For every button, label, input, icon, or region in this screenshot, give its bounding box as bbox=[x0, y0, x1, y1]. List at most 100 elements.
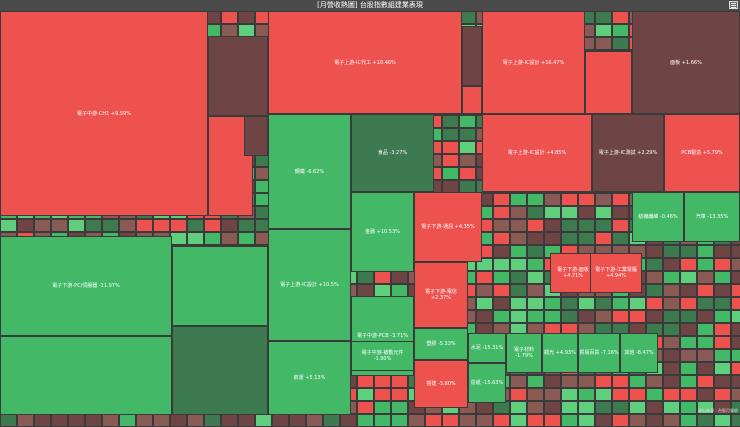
sub-tile[interactable] bbox=[561, 297, 578, 310]
treemap-tile[interactable]: 塑膠 -5.33% bbox=[414, 328, 468, 360]
sub-tile[interactable] bbox=[663, 362, 680, 375]
sub-tile[interactable] bbox=[357, 388, 374, 401]
sub-tile[interactable] bbox=[493, 193, 510, 206]
sub-tile[interactable] bbox=[714, 375, 731, 388]
sub-tile[interactable] bbox=[102, 414, 119, 427]
treemap-tile[interactable]: 營建 -3.80% bbox=[414, 360, 468, 408]
sub-tile[interactable] bbox=[714, 336, 731, 349]
sub-tile[interactable] bbox=[255, 414, 272, 427]
sub-tile[interactable] bbox=[646, 258, 663, 271]
sub-tile[interactable] bbox=[459, 167, 476, 180]
sub-tile[interactable] bbox=[442, 141, 459, 154]
sub-tile[interactable] bbox=[510, 258, 527, 271]
sub-tile[interactable] bbox=[493, 297, 510, 310]
sub-tile[interactable] bbox=[629, 414, 646, 427]
sub-tile[interactable] bbox=[544, 310, 561, 323]
sub-tile[interactable] bbox=[238, 11, 255, 24]
sub-tile[interactable] bbox=[595, 310, 612, 323]
sub-tile[interactable] bbox=[442, 128, 459, 141]
sub-tile[interactable] bbox=[208, 116, 253, 216]
sub-tile[interactable] bbox=[731, 349, 740, 362]
sub-tile[interactable] bbox=[714, 349, 731, 362]
sub-tile[interactable] bbox=[680, 245, 697, 258]
sub-tile[interactable] bbox=[697, 271, 714, 284]
sub-tile[interactable] bbox=[612, 388, 629, 401]
sub-tile[interactable] bbox=[663, 388, 680, 401]
sub-tile[interactable] bbox=[510, 310, 527, 323]
sub-tile[interactable] bbox=[476, 310, 493, 323]
sub-tile[interactable] bbox=[544, 193, 561, 206]
sub-tile[interactable] bbox=[17, 219, 34, 232]
sub-tile[interactable] bbox=[493, 206, 510, 219]
sub-tile[interactable] bbox=[459, 115, 476, 128]
sub-tile[interactable] bbox=[527, 375, 544, 388]
sub-tile[interactable] bbox=[612, 24, 629, 37]
sub-tile[interactable] bbox=[68, 414, 85, 427]
treemap-tile[interactable]: 電子材料 -1.79% bbox=[506, 333, 542, 373]
sub-tile[interactable] bbox=[374, 414, 391, 427]
sub-tile[interactable] bbox=[493, 258, 510, 271]
sub-tile[interactable] bbox=[289, 414, 306, 427]
sub-tile[interactable] bbox=[561, 232, 578, 245]
sub-tile[interactable] bbox=[680, 349, 697, 362]
sub-tile[interactable] bbox=[585, 51, 632, 114]
sub-tile[interactable] bbox=[340, 414, 357, 427]
sub-tile[interactable] bbox=[527, 297, 544, 310]
sub-tile[interactable] bbox=[595, 24, 612, 37]
sub-tile[interactable] bbox=[510, 206, 527, 219]
sub-tile[interactable] bbox=[136, 414, 153, 427]
sub-tile[interactable] bbox=[680, 323, 697, 336]
treemap-tile[interactable]: 金融 +10.53% bbox=[351, 192, 414, 272]
sub-tile[interactable] bbox=[85, 219, 102, 232]
sub-tile[interactable] bbox=[595, 11, 612, 24]
sub-tile[interactable] bbox=[244, 116, 268, 156]
sub-tile[interactable] bbox=[172, 246, 268, 326]
treemap-tile[interactable]: 造紙 -15.63% bbox=[468, 363, 506, 403]
sub-tile[interactable] bbox=[612, 414, 629, 427]
sub-tile[interactable] bbox=[0, 336, 172, 415]
sub-tile[interactable] bbox=[527, 310, 544, 323]
sub-tile[interactable] bbox=[731, 245, 740, 258]
sub-tile[interactable] bbox=[731, 388, 740, 401]
sub-tile[interactable] bbox=[187, 219, 204, 232]
sub-tile[interactable] bbox=[425, 414, 442, 427]
treemap-tile[interactable]: 貿易百貨 -7.16% bbox=[578, 333, 620, 373]
sub-tile[interactable] bbox=[462, 86, 482, 114]
sub-tile[interactable] bbox=[612, 206, 629, 219]
sub-tile[interactable] bbox=[510, 297, 527, 310]
sub-tile[interactable] bbox=[391, 375, 408, 388]
sub-tile[interactable] bbox=[578, 310, 595, 323]
sub-tile[interactable] bbox=[612, 401, 629, 414]
sub-tile[interactable] bbox=[629, 401, 646, 414]
sub-tile[interactable] bbox=[595, 414, 612, 427]
sub-tile[interactable] bbox=[595, 388, 612, 401]
sub-tile[interactable] bbox=[578, 388, 595, 401]
sub-tile[interactable] bbox=[714, 245, 731, 258]
sub-tile[interactable] bbox=[663, 245, 680, 258]
sub-tile[interactable] bbox=[544, 206, 561, 219]
sub-tile[interactable] bbox=[357, 271, 374, 284]
sub-tile[interactable] bbox=[357, 375, 374, 388]
sub-tile[interactable] bbox=[731, 297, 740, 310]
sub-tile[interactable] bbox=[391, 414, 408, 427]
sub-tile[interactable] bbox=[136, 219, 153, 232]
sub-tile[interactable] bbox=[697, 414, 714, 427]
sub-tile[interactable] bbox=[646, 297, 663, 310]
sub-tile[interactable] bbox=[0, 414, 17, 427]
sub-tile[interactable] bbox=[208, 36, 268, 116]
treemap-tile[interactable]: 電子上游-IC測試 +2.29% bbox=[592, 114, 664, 192]
sub-tile[interactable] bbox=[714, 310, 731, 323]
sub-tile[interactable] bbox=[527, 245, 544, 258]
sub-tile[interactable] bbox=[697, 362, 714, 375]
sub-tile[interactable] bbox=[391, 271, 408, 284]
sub-tile[interactable] bbox=[595, 401, 612, 414]
sub-tile[interactable] bbox=[510, 388, 527, 401]
sub-tile[interactable] bbox=[221, 11, 238, 24]
sub-tile[interactable] bbox=[561, 401, 578, 414]
sub-tile[interactable] bbox=[493, 310, 510, 323]
sub-tile[interactable] bbox=[442, 154, 459, 167]
sub-tile[interactable] bbox=[612, 219, 629, 232]
treemap-tile[interactable]: 電子中游-被動元件 -1.90% bbox=[351, 341, 414, 371]
sub-tile[interactable] bbox=[731, 375, 740, 388]
sub-tile[interactable] bbox=[527, 401, 544, 414]
